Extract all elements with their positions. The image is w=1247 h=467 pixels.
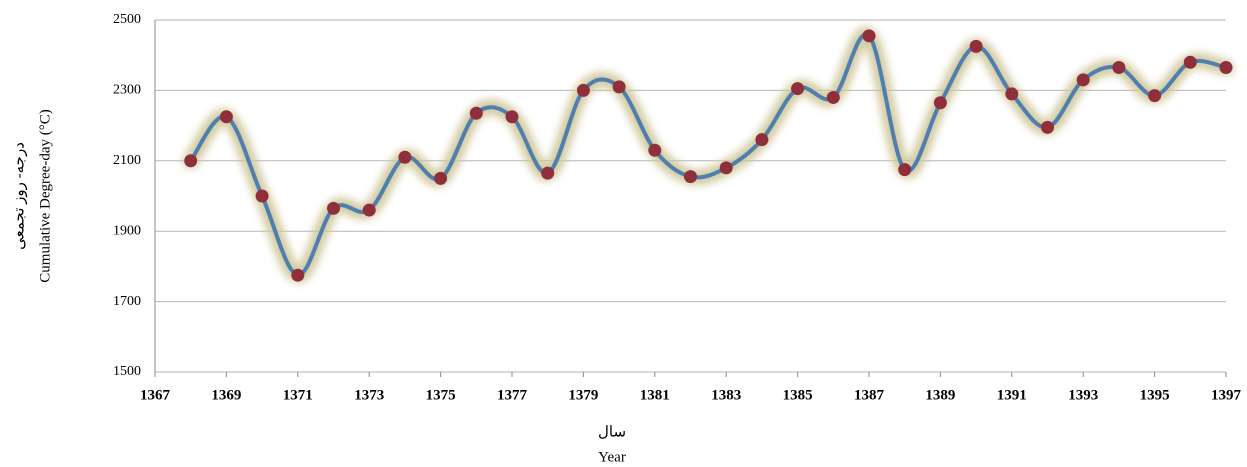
marker [505,110,519,124]
x-tick-label: 1383 [711,387,741,403]
marker [684,170,697,184]
x-tick-label: 1377 [497,387,528,403]
marker [1005,87,1019,101]
marker [862,29,876,43]
marker [719,161,733,175]
marker [1148,89,1162,103]
marker [826,90,840,104]
marker [576,83,590,97]
marker [434,171,448,185]
x-tick-label: 1391 [997,387,1027,403]
x-tick-label: 1393 [1068,387,1098,403]
y-tick-label: 2500 [113,12,141,27]
marker [755,133,769,147]
marker [612,80,626,94]
y-tick-label: 1700 [113,294,141,309]
x-tick-label: 1397 [1211,387,1242,403]
line-glow [182,26,1234,284]
x-tick-label: 1389 [925,387,955,403]
x-tick-label: 1387 [854,387,885,403]
marker [898,163,912,177]
x-tick-label: 1373 [354,387,384,403]
marker [219,110,233,124]
x-tick-label: 1375 [426,387,456,403]
marker [255,189,269,203]
marker [184,154,198,168]
marker [362,203,376,217]
y-axis-title: Cumulative Degree-day (°C) [37,109,53,282]
x-axis-title-fa: سال [598,424,626,440]
marker [398,150,412,164]
marker [291,268,305,282]
marker [933,96,947,110]
y-tick-label: 1900 [113,223,141,238]
x-tick-label: 1379 [568,387,598,403]
y-tick-label: 1500 [113,364,141,379]
marker [1112,61,1126,75]
marker [791,82,805,96]
marker [1219,61,1233,75]
y-tick-label: 2300 [113,83,141,98]
x-tick-label: 1395 [1140,387,1170,403]
marker [327,201,340,215]
x-axis-title: Year [598,449,626,465]
y-axis-title-fa: درجه- روز تجمعی [11,142,27,250]
marker [1183,55,1197,69]
marker [469,106,483,120]
marker [541,166,555,180]
x-tick-label: 1381 [640,387,670,403]
marker [648,143,662,157]
marker [1041,120,1054,134]
x-tick-label: 1369 [211,387,241,403]
x-tick-label: 1367 [140,387,171,403]
line [189,32,1227,278]
x-tick-label: 1371 [283,387,313,403]
x-tick-label: 1385 [783,387,813,403]
marker [1076,73,1090,87]
marker [969,39,983,53]
y-tick-label: 2100 [113,153,141,168]
